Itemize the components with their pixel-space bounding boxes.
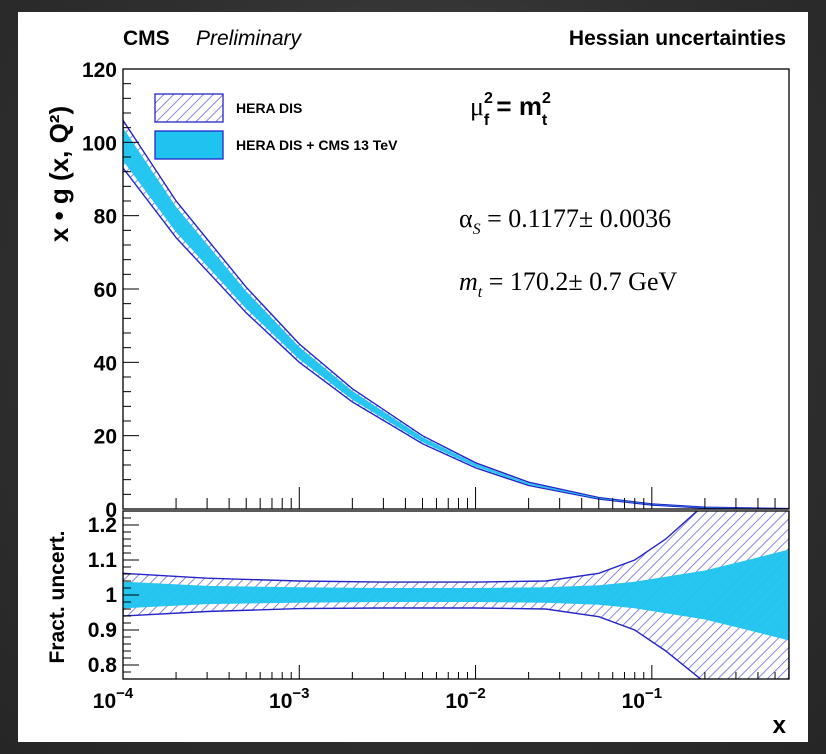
method-label: Hessian uncertainties (569, 27, 786, 50)
top-y-axis-title: x • g (x, Q²) (44, 106, 74, 242)
bottom-y-tick-label: 1.2 (88, 514, 117, 537)
legend-label-cms: HERA DIS + CMS 13 TeV (236, 137, 398, 153)
top-y-tick-label: 100 (82, 132, 117, 155)
cms-label: CMS (123, 27, 170, 50)
top-y-tick-label: 120 (82, 59, 117, 82)
top-y-tick-label: 60 (94, 279, 117, 302)
top-band-cms (123, 127, 789, 509)
top-y-tick-label: 80 (94, 206, 117, 229)
alpha-annotation: αS = 0.1177± 0.0036 (459, 204, 671, 238)
bottom-y-tick-label: 0.8 (88, 654, 118, 677)
bottom-y-tick-label: 1.1 (88, 549, 118, 572)
bottom-bands (123, 511, 789, 679)
top-y-tick-label: 40 (94, 352, 117, 375)
bottom-y-tick-label: 1 (105, 584, 117, 607)
top-band-hera (123, 119, 789, 509)
x-tick-label: 10−4 (93, 685, 134, 713)
x-tick-label: 10−1 (622, 685, 662, 713)
chart-canvas: CMS Preliminary Hessian uncertainties 0 2… (44, 27, 790, 739)
chart-figure: CMS Preliminary Hessian uncertainties 0 2… (18, 12, 808, 742)
preliminary-label: Preliminary (196, 27, 303, 50)
scale-annotation: μ2 f = m2 t (470, 90, 551, 129)
top-y-tick-label: 0 (105, 499, 117, 522)
x-axis-title: x (773, 712, 787, 739)
x-tick-label: 10−2 (445, 685, 485, 713)
legend: HERA DIS HERA DIS + CMS 13 TeV (154, 93, 398, 160)
top-y-tick-label: 20 (94, 426, 117, 449)
legend-swatch-cms (154, 130, 224, 160)
legend-swatch-hera (154, 93, 224, 123)
bottom-band-cms (123, 549, 789, 641)
bottom-y-axis-title: Fract. uncert. (46, 530, 69, 663)
top-bands (123, 119, 789, 509)
x-tick-label: 10−3 (269, 685, 309, 713)
axes: 0 20 40 60 80 100 120 0.8 0.9 1 1.1 1.2 10−4 10−3 10−2… (82, 59, 790, 713)
bottom-y-tick-label: 0.9 (88, 619, 117, 642)
legend-label-hera: HERA DIS (236, 100, 302, 116)
mt-annotation: mt = 170.2± 0.7 GeV (459, 267, 677, 301)
